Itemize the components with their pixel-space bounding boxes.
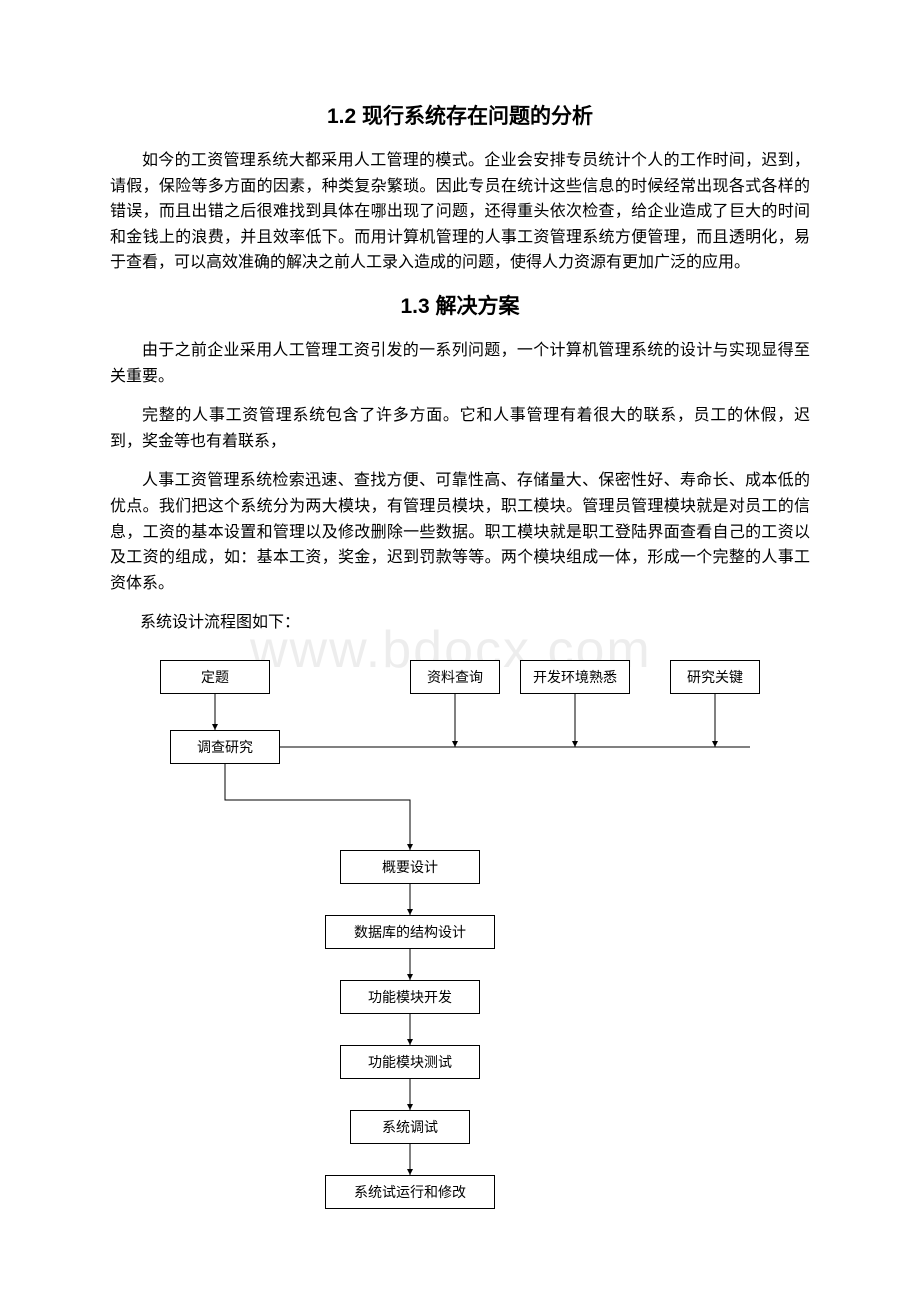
section-1-3-paragraph-1: 由于之前企业采用人工管理工资引发的一系列问题，一个计算机管理系统的设计与实现显得…: [110, 338, 810, 389]
section-1-3-title: 1.3 解决方案: [110, 290, 810, 320]
section-1-3-paragraph-2: 完整的人事工资管理系统包含了许多方面。它和人事管理有着很大的联系，员工的休假，迟…: [110, 403, 810, 454]
flowchart-node-outline: 概要设计: [340, 850, 480, 884]
flowchart-node-data_query: 资料查询: [410, 660, 500, 694]
flowchart-caption: 系统设计流程图如下：: [140, 610, 810, 636]
section-1-2-title: 1.2 现行系统存在问题的分析: [110, 100, 810, 130]
section-1-3-paragraph-3: 人事工资管理系统检索迅速、查找方便、可靠性高、存储量大、保密性好、寿命长、成本低…: [110, 468, 810, 596]
flowchart-node-sys_debug: 系统调试: [350, 1110, 470, 1144]
flowchart-node-db_design: 数据库的结构设计: [325, 915, 495, 949]
system-design-flowchart: www.bdocx.com 定题资料查询开发环境熟悉研究关键调查研究概要设计数据…: [110, 640, 810, 1200]
flowchart-node-module_dev: 功能模块开发: [340, 980, 480, 1014]
flowchart-node-sys_run: 系统试运行和修改: [325, 1175, 495, 1209]
flowchart-node-topic: 定题: [160, 660, 270, 694]
flowchart-node-dev_env: 开发环境熟悉: [520, 660, 630, 694]
document-page: 1.2 现行系统存在问题的分析 如今的工资管理系统大都采用人工管理的模式。企业会…: [0, 0, 920, 1260]
flowchart-node-module_test: 功能模块测试: [340, 1045, 480, 1079]
section-1-2-paragraph: 如今的工资管理系统大都采用人工管理的模式。企业会安排专员统计个人的工作时间，迟到…: [110, 148, 810, 276]
flowchart-node-investigate: 调查研究: [170, 730, 280, 764]
flowchart-node-key_study: 研究关键: [670, 660, 760, 694]
